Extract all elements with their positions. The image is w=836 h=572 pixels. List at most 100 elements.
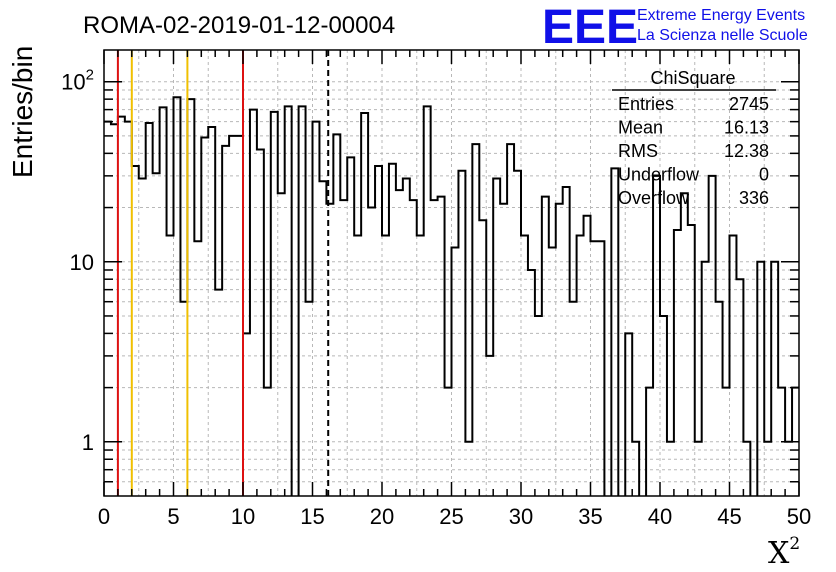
x-tick-label: 15 xyxy=(300,504,324,529)
histogram-bin xyxy=(187,99,194,500)
x-axis-label-base: X xyxy=(768,536,790,571)
y-tick-label: 10 xyxy=(70,250,94,275)
stats-row-label: Underflow xyxy=(618,165,700,185)
histogram-bin xyxy=(723,388,730,500)
histogram-bin xyxy=(347,157,354,500)
histogram-bin xyxy=(577,235,584,500)
histogram-bin xyxy=(743,442,750,500)
x-tick-label: 35 xyxy=(578,504,602,529)
histogram-bin xyxy=(271,112,278,500)
histogram-bin xyxy=(458,171,465,500)
histogram-bin xyxy=(465,442,472,500)
stats-row-value: 16.13 xyxy=(724,118,769,138)
histogram-bin xyxy=(132,166,139,500)
chart-title: ROMA-02-2019-01-12-00004 xyxy=(83,12,395,39)
x-axis-label-superscript: 2 xyxy=(789,534,800,554)
histogram-bin xyxy=(319,181,326,500)
histogram-bin xyxy=(333,134,340,500)
histogram-bin xyxy=(653,176,660,500)
stats-name: ChiSquare xyxy=(650,68,735,88)
histogram-bin xyxy=(632,442,639,500)
histogram-bin xyxy=(660,316,667,500)
histogram-bin xyxy=(208,127,215,500)
histogram-bin xyxy=(452,247,459,500)
histogram-bin xyxy=(410,200,417,500)
histogram-bin xyxy=(146,123,153,500)
eee-logo-line1: Extreme Energy Events xyxy=(637,7,805,24)
histogram-bin xyxy=(368,208,375,500)
stats-box: ChiSquare Entries 2745 Mean 16.13 RMS 12.38 Un… xyxy=(612,68,776,208)
stats-row-value: 0 xyxy=(759,165,769,185)
stats-row-label: Entries xyxy=(618,94,674,114)
x-tick-label: 40 xyxy=(648,504,672,529)
histogram-bin xyxy=(702,262,709,500)
histogram-bin xyxy=(646,388,653,500)
histogram-bin xyxy=(792,388,799,500)
histogram-bin xyxy=(285,106,292,500)
histogram-bin xyxy=(340,200,347,500)
histogram-bin xyxy=(688,225,695,500)
marker-lines xyxy=(116,50,330,496)
histogram-bin xyxy=(180,302,187,500)
eee-logo-letters: EEE xyxy=(542,1,638,54)
histogram-bin xyxy=(472,144,479,500)
x-tick-label: 5 xyxy=(167,504,179,529)
histogram-bin xyxy=(445,388,452,500)
histogram-bin xyxy=(736,279,743,500)
y-axis-label: Entries/bin xyxy=(7,46,38,178)
stats-row-label: RMS xyxy=(618,141,658,161)
histogram-bin xyxy=(611,168,618,500)
histogram-bin xyxy=(771,262,778,500)
histogram-bin xyxy=(584,216,591,500)
histogram-bin xyxy=(764,442,771,500)
histogram-bin xyxy=(479,220,486,500)
histogram-bin xyxy=(229,136,236,500)
histogram-bin xyxy=(160,107,167,500)
y-tick-label-base: 1 xyxy=(82,430,94,455)
histogram-bin xyxy=(139,178,146,500)
histogram-bin xyxy=(549,247,556,500)
y-tick-label: 102 xyxy=(61,67,94,95)
histogram-bin xyxy=(243,333,250,500)
x-tick-label: 0 xyxy=(98,504,110,529)
histogram-bin xyxy=(153,173,160,500)
histogram-bin xyxy=(778,388,785,500)
histogram-bin xyxy=(591,241,598,500)
x-tick-label: 30 xyxy=(509,504,533,529)
histogram-bin xyxy=(417,235,424,500)
histogram-bin xyxy=(403,178,410,500)
x-tick-label: 10 xyxy=(231,504,255,529)
histogram-bin xyxy=(194,241,201,500)
histogram-bin xyxy=(542,197,549,500)
histogram-bin xyxy=(431,200,438,500)
histogram-bin xyxy=(257,150,264,500)
histogram-bin xyxy=(313,122,320,500)
histogram-bin xyxy=(396,190,403,500)
histogram-bin xyxy=(674,230,681,500)
histogram-bin xyxy=(730,235,737,500)
histogram-bin xyxy=(563,187,570,500)
histogram-bin xyxy=(570,302,577,500)
histogram-bin xyxy=(250,110,257,500)
histogram-bin xyxy=(375,166,382,500)
histogram-bin xyxy=(424,106,431,500)
histogram-bin xyxy=(264,388,271,500)
histogram-bars xyxy=(104,96,799,500)
histogram-bin xyxy=(521,235,528,500)
histogram-bin xyxy=(361,113,368,500)
y-tick-label: 1 xyxy=(82,430,94,455)
histogram-bin xyxy=(597,241,604,500)
x-tick-label: 20 xyxy=(370,504,394,529)
histogram-bin xyxy=(167,235,174,500)
histogram-bin xyxy=(382,235,389,500)
histogram-bin xyxy=(500,204,507,500)
stats-row-label: Mean xyxy=(618,118,663,138)
histogram-bin xyxy=(695,442,702,500)
histogram-bin xyxy=(111,124,118,500)
histogram-bin xyxy=(716,302,723,500)
axis-ticks xyxy=(103,50,800,496)
histogram-bin xyxy=(236,136,243,500)
stats-row-label: Overflow xyxy=(618,188,690,208)
eee-logo-line2: La Scienza nelle Scuole xyxy=(637,27,808,44)
histogram-bin xyxy=(104,122,111,500)
